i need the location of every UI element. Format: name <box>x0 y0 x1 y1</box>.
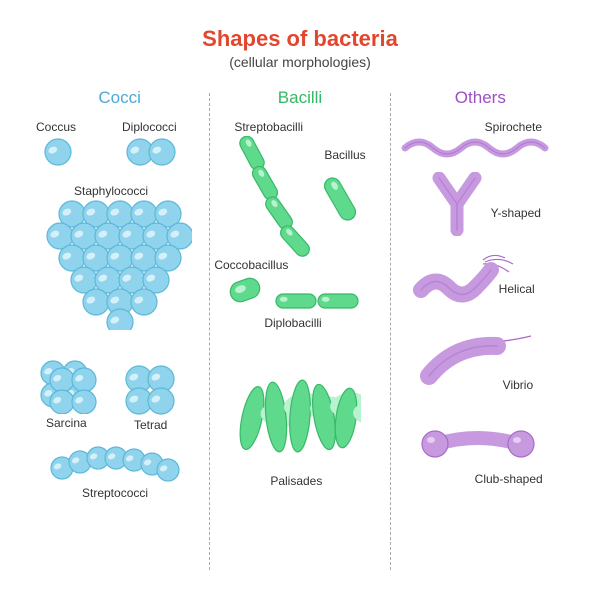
label-diplobacilli: Diplobacilli <box>264 316 321 330</box>
shape-diplococci <box>124 136 180 168</box>
shape-yshaped <box>427 172 487 236</box>
shape-tetrad <box>124 364 178 418</box>
label-coccus: Coccus <box>36 120 76 134</box>
col-others: Others Spirochete Y-shaped Helical Vibri… <box>395 88 566 570</box>
label-staphylococci: Staphylococci <box>74 184 148 198</box>
shape-staphylococci <box>42 200 192 330</box>
label-palisades: Palisades <box>270 474 322 488</box>
header-bacilli: Bacilli <box>214 88 385 108</box>
shape-palisades <box>236 366 361 466</box>
label-helical: Helical <box>499 282 535 296</box>
shape-streptococci <box>50 442 180 484</box>
col-bacilli: Bacilli Streptobacilli Bacillus Coccobac… <box>214 88 385 570</box>
label-yshaped: Y-shaped <box>491 206 541 220</box>
shape-coccus <box>42 136 74 168</box>
columns-container: Cocci Coccus Diplococci Staphylococci Sa… <box>34 88 566 570</box>
label-tetrad: Tetrad <box>134 418 167 432</box>
header-cocci: Cocci <box>34 88 205 108</box>
divider-1 <box>209 93 210 570</box>
label-coccobacillus: Coccobacillus <box>214 258 288 272</box>
shape-coccobacillus <box>226 274 266 304</box>
col-cocci: Cocci Coccus Diplococci Staphylococci Sa… <box>34 88 205 570</box>
shape-club <box>419 422 539 466</box>
page-title: Shapes of bacteria <box>0 0 600 52</box>
shape-spirochete <box>401 132 551 162</box>
page-subtitle: (cellular morphologies) <box>0 54 600 70</box>
label-clubshaped: Club-shaped <box>475 472 543 486</box>
label-vibrio: Vibrio <box>503 378 533 392</box>
label-streptobacilli: Streptobacilli <box>234 120 303 134</box>
shape-helical <box>413 250 523 310</box>
divider-2 <box>390 93 391 570</box>
label-streptococci: Streptococci <box>82 486 148 500</box>
label-sarcina: Sarcina <box>46 416 87 430</box>
header-others: Others <box>395 88 566 108</box>
shape-sarcina <box>38 358 98 414</box>
shape-diplobacilli <box>274 286 364 316</box>
label-diplococci: Diplococci <box>122 120 177 134</box>
